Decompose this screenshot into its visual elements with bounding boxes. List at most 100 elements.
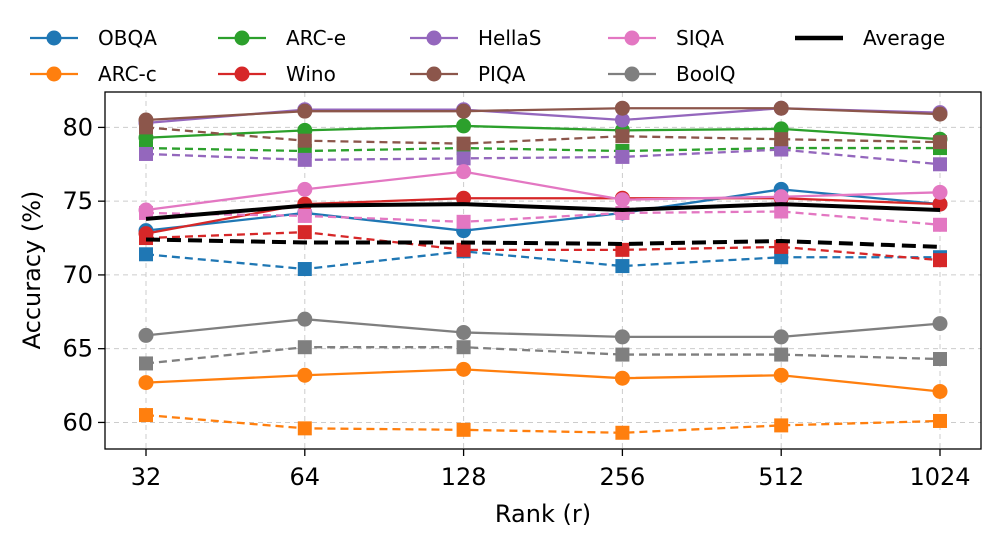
wino-square-marker (615, 242, 630, 257)
siqa-circle-marker (614, 192, 630, 208)
arc-c-square-marker (139, 408, 153, 423)
piqa-dashed-line (145, 126, 941, 145)
boolq-square-marker (456, 340, 471, 355)
legend-obqa-label: OBQA (98, 26, 157, 50)
piqa-square-marker (297, 133, 312, 148)
legend-arc-c-label: ARC-c (98, 62, 157, 86)
legend-obqa-marker (46, 30, 62, 46)
x-axis-label: Rank (r) (495, 500, 591, 528)
hellas-circle-marker (614, 112, 630, 128)
legend-siqa-label: SIQA (676, 26, 724, 50)
wino-square-marker (933, 253, 947, 268)
arc-c-square-marker (933, 413, 947, 428)
arc-e-solid-line (145, 124, 941, 141)
boolq-square-marker (297, 340, 312, 355)
arc-c-square-marker (774, 418, 789, 433)
legend-piqa-label: PIQA (478, 62, 526, 86)
y-tick-label: 70 (62, 261, 93, 289)
x-tick-label: 256 (599, 463, 645, 491)
hellas-square-marker (456, 151, 471, 166)
boolq-dashed-line (145, 346, 941, 365)
obqa-dashed-line (145, 250, 940, 271)
piqa-solid-line (145, 107, 941, 122)
siqa-square-marker (456, 214, 471, 229)
piqa-circle-marker (932, 106, 948, 122)
legend-hellas-marker (426, 30, 442, 46)
piqa-square-marker (615, 129, 630, 144)
x-tick-label: 32 (131, 463, 162, 491)
average-dashed-line (145, 237, 941, 249)
siqa-circle-marker (932, 184, 948, 200)
piqa-circle-marker (138, 112, 154, 128)
arc-e-circle-marker (456, 118, 472, 134)
siqa-square-marker (774, 204, 789, 219)
legend-average-label: Average (863, 26, 945, 50)
legend-wino-label: Wino (286, 62, 336, 86)
wino-square-marker (774, 239, 789, 254)
siqa-square-marker (933, 217, 947, 232)
boolq-square-marker (615, 347, 630, 362)
legend-boolq-marker (624, 66, 640, 82)
x-tick-label: 64 (290, 463, 321, 491)
legend-hellas-label: HellaS (478, 26, 541, 50)
siqa-circle-marker (773, 189, 789, 205)
x-tick-label: 1024 (909, 463, 970, 491)
legend-boolq-label: BoolQ (676, 62, 736, 86)
piqa-circle-marker (297, 103, 313, 119)
piqa-circle-marker (773, 100, 789, 116)
boolq-circle-marker (614, 329, 630, 345)
arc-c-circle-marker (456, 361, 472, 377)
x-tick-label: 512 (758, 463, 804, 491)
legend-piqa-marker (426, 66, 442, 82)
plot-frame (104, 91, 982, 450)
legend-arc-e-marker (234, 30, 250, 46)
siqa-solid-line (145, 170, 941, 212)
arc-c-circle-marker (297, 367, 313, 383)
wino-square-marker (456, 242, 471, 257)
piqa-square-marker (933, 135, 947, 150)
hellas-square-marker (615, 149, 630, 164)
hellas-square-marker (297, 152, 312, 167)
arc-c-solid-line (145, 368, 941, 393)
arc-c-square-marker (456, 422, 471, 437)
boolq-circle-marker (138, 327, 154, 343)
siqa-circle-marker (297, 181, 313, 197)
y-tick-label: 75 (62, 187, 93, 215)
arc-c-square-marker (615, 425, 630, 440)
boolq-square-marker (139, 356, 153, 371)
boolq-solid-line (145, 318, 941, 339)
y-tick-label: 65 (62, 335, 93, 363)
arc-c-square-marker (297, 421, 312, 436)
boolq-circle-marker (456, 324, 472, 340)
piqa-square-marker (456, 136, 471, 151)
y-tick-label: 60 (62, 408, 93, 436)
boolq-circle-marker (773, 329, 789, 345)
legend-arc-e-label: ARC-e (286, 26, 346, 50)
obqa-square-marker (615, 259, 630, 274)
obqa-square-marker (139, 247, 153, 262)
siqa-circle-marker (456, 164, 472, 180)
legend-wino-marker (234, 66, 250, 82)
arc-c-circle-marker (773, 367, 789, 383)
obqa-square-marker (297, 262, 312, 277)
siqa-circle-marker (138, 202, 154, 218)
wino-dashed-line (145, 230, 941, 262)
boolq-circle-marker (932, 316, 948, 332)
legend-siqa-marker (624, 30, 640, 46)
average-solid-line (145, 202, 941, 221)
piqa-circle-marker (456, 103, 472, 119)
boolq-circle-marker (297, 311, 313, 327)
arc-c-circle-marker (138, 375, 154, 391)
arc-c-circle-marker (932, 383, 948, 399)
piqa-square-marker (774, 132, 789, 147)
series-layer (138, 100, 948, 440)
y-tick-label: 80 (62, 113, 93, 141)
hellas-dashed-line (145, 148, 941, 166)
legend-arc-c-marker (46, 66, 62, 82)
boolq-square-marker (933, 352, 947, 367)
boolq-square-marker (774, 347, 789, 362)
hellas-square-marker (933, 157, 947, 172)
wino-square-marker (297, 225, 312, 240)
piqa-circle-marker (614, 100, 630, 116)
